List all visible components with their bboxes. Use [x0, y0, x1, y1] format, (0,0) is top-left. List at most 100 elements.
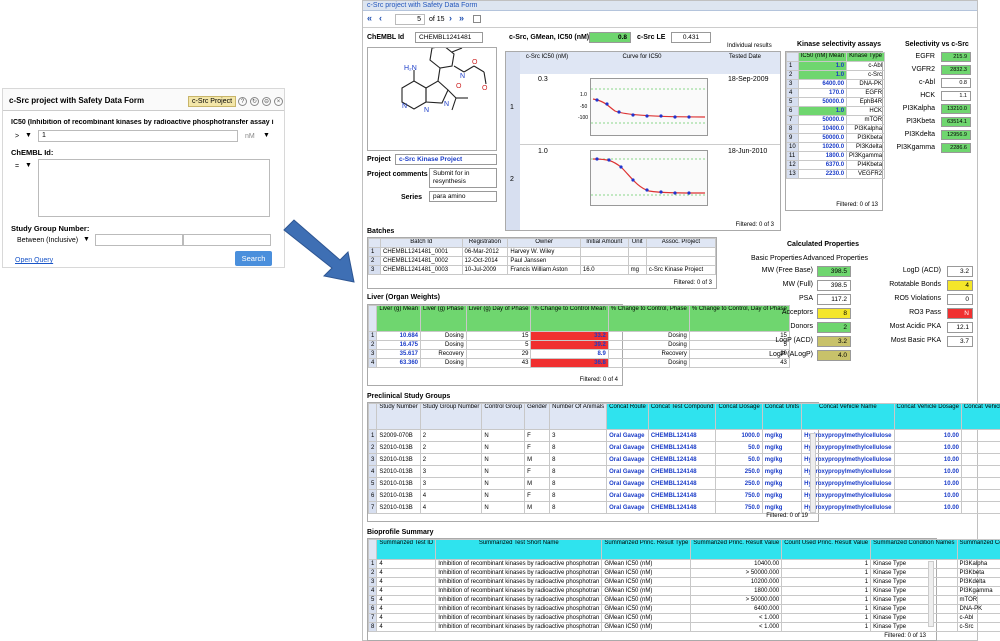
kinase-col-type[interactable]: Kinase Type [846, 52, 886, 62]
preclinical-row[interactable]: 2 S2010-013B 2 N F 8 Oral Gavage CHEMBL124148 50… [367, 441, 1000, 454]
bioprofile-row[interactable]: 5 4 Inhibition of recombinant kinases by r… [367, 595, 1000, 605]
clear-icon[interactable]: ⊖ [262, 97, 271, 106]
preclinical-row[interactable]: 1 S2009-070B 2 N F 3 Oral Gavage CHEMBL124148 10… [367, 429, 1000, 442]
chembl-textarea[interactable] [38, 159, 270, 217]
chembl-operator[interactable]: = [15, 163, 20, 170]
close-icon[interactable]: × [274, 97, 283, 106]
preclinical-col[interactable]: Gender [524, 403, 551, 430]
page-number-input[interactable]: 5 [395, 14, 425, 25]
kinase-col-ic50[interactable]: IC50 (nM) Mean [797, 52, 848, 62]
prev-page-icon[interactable]: ‹ [379, 13, 382, 23]
ic50-value-input[interactable]: 1 [38, 130, 238, 142]
ic50-unit[interactable]: nM [245, 133, 255, 140]
chembl-chevron-icon[interactable]: ▼ [25, 162, 32, 169]
next-page-icon[interactable]: › [449, 13, 452, 23]
bioprofile-col[interactable]: Summarized Test ID [376, 539, 437, 560]
help-icon[interactable]: ? [238, 97, 247, 106]
bioprofile-col[interactable]: Summarized Princ. Result Value [690, 539, 783, 560]
preclinical-scrollbar[interactable] [810, 433, 816, 513]
tab-basic[interactable]: Basic Properties [751, 255, 802, 262]
preclinical-col[interactable]: Concat Dosage [715, 403, 763, 430]
kinase-row[interactable]: 11 1800.0 PI3Kgamma [786, 151, 886, 161]
checkbox[interactable] [473, 15, 481, 23]
preclinical-col[interactable]: Concat Test Compound [647, 403, 717, 430]
kinase-row[interactable]: 8 10400.0 PI3Kalpha [786, 124, 886, 134]
batches-col[interactable]: Unit [627, 238, 647, 248]
bioprofile-row[interactable]: 1 4 Inhibition of recombinant kinases by r… [367, 559, 1000, 569]
kinase-row[interactable]: 3 6400.00 DNA-PK [786, 79, 886, 89]
kinase-row[interactable]: 7 50000.0 mTOR [786, 115, 886, 125]
between-chevron-icon[interactable]: ▼ [83, 236, 90, 243]
preclinical-row[interactable]: 5 S2010-013B 3 N M 8 Oral Gavage CHEMBL124148 25… [367, 477, 1000, 490]
preclinical-col[interactable]: Concat Vehicle Dosage [893, 403, 962, 430]
batches-col[interactable]: Owner [507, 238, 581, 248]
batches-col[interactable]: Registration [461, 238, 509, 248]
kinase-row[interactable]: 12 6370.0 PI4Kbeta [786, 160, 886, 170]
first-page-icon[interactable]: « [367, 13, 373, 23]
col-curve[interactable]: Curve for IC50 [574, 52, 710, 74]
preclinical-col[interactable]: Concat Vehicle Name [801, 403, 895, 430]
col-date[interactable]: Tested Date [710, 52, 780, 74]
kinase-row[interactable]: 4 170.0 EGFR [786, 88, 886, 98]
bioprofile-col[interactable]: Count Used Princ. Result Value [781, 539, 872, 560]
last-page-icon[interactable]: » [459, 13, 465, 23]
liver-col[interactable]: Liver (g) Mean [376, 305, 422, 332]
bioprofile-row[interactable]: 2 4 Inhibition of recombinant kinases by r… [367, 568, 1000, 578]
preclinical-col[interactable]: Concat Vehicle Units [960, 403, 1000, 430]
tab-advanced[interactable]: Advanced Properties [803, 255, 868, 262]
bioprofile-col[interactable]: Summarized Princ. Result Type [601, 539, 692, 560]
bioprofile-col[interactable]: Summarized Condition Names [870, 539, 958, 560]
preclinical-col[interactable]: Control Group [481, 403, 526, 430]
liver-col[interactable]: % Change to Control, Phase [607, 305, 690, 332]
chevron-down-icon[interactable]: ▼ [25, 132, 32, 139]
bioprofile-row[interactable]: 3 4 Inhibition of recombinant kinases by r… [367, 577, 1000, 587]
study-max-input[interactable] [183, 234, 271, 246]
batches-col[interactable]: Assoc. Project [645, 238, 717, 248]
batch-row[interactable]: 1 CHEMBL1241481_0001 06-Mar-2012 Harvey W. … [368, 247, 717, 257]
bioprofile-scrollbar[interactable] [928, 561, 934, 627]
bioprofile-col[interactable]: Summarized Test Short Name [435, 539, 603, 560]
preclinical-col[interactable]: Number Of Animals [549, 403, 608, 430]
batch-row[interactable]: 3 CHEMBL1241481_0003 10-Jul-2009 Francis Wi… [368, 265, 717, 275]
preclinical-row[interactable]: 3 S2010-013B 2 N M 8 Oral Gavage CHEMBL124148 50… [367, 453, 1000, 466]
kinase-row[interactable]: 1 1.0 c-Abl [786, 61, 886, 71]
preclinical-col[interactable]: Study Number [376, 403, 421, 430]
batches-col[interactable]: Initial Amount [579, 238, 629, 248]
preclinical-col[interactable]: Concat Units [761, 403, 803, 430]
bioprofile-row[interactable]: 6 4 Inhibition of recombinant kinases by r… [367, 604, 1000, 614]
liver-row[interactable]: 4 63.360 Dosing 43 36.8 Dosing 43 [367, 358, 790, 368]
kinase-row[interactable]: 9 50000.0 PI3Kbeta [786, 133, 886, 143]
bioprofile-row[interactable]: 7 4 Inhibition of recombinant kinases by r… [367, 613, 1000, 623]
unit-chevron-icon[interactable]: ▼ [263, 132, 270, 139]
bioprofile-col[interactable]: Summarized Condition Values [956, 539, 1000, 560]
preclinical-row[interactable]: 7 S2010-013B 4 N M 8 Oral Gavage CHEMBL124148 75… [367, 501, 1000, 514]
search-button[interactable]: Search [235, 251, 272, 266]
open-query-link[interactable]: Open Query [15, 257, 54, 264]
kinase-row[interactable]: 10 10200.0 PI3Kdelta [786, 142, 886, 152]
liver-col[interactable]: Liver (g) Phase [420, 305, 467, 332]
preclinical-col[interactable]: Concat Route [606, 403, 649, 430]
liver-col[interactable]: % Change to Control Mean [530, 305, 609, 332]
kinase-row[interactable]: 13 2230.0 VEGFR2 [786, 169, 886, 179]
ic50-operator[interactable]: > [15, 133, 20, 140]
liver-row[interactable]: 2 16.475 Dosing 5 39.2 Dosing 5 [367, 340, 790, 350]
project-tag[interactable]: c-Src Project [188, 96, 237, 107]
refresh-icon[interactable]: ↻ [250, 97, 259, 106]
liver-col[interactable]: % Change to Control, Day of Phase [688, 305, 790, 332]
between-label[interactable]: Between (Inclusive) [17, 237, 79, 244]
preclinical-row[interactable]: 4 S2010-013B 3 N F 8 Oral Gavage CHEMBL124148 25… [367, 465, 1000, 478]
kinase-row[interactable]: 2 1.0 c-Src [786, 70, 886, 80]
liver-row[interactable]: 1 10.684 Dosing 15 33.2 Dosing 15 [367, 331, 790, 341]
kinase-row[interactable]: 5 50000.0 EphB4R [786, 97, 886, 107]
col-ic50[interactable]: c-Src IC50 (nM) [520, 52, 574, 74]
bioprofile-row[interactable]: 4 4 Inhibition of recombinant kinases by r… [367, 586, 1000, 596]
study-min-input[interactable] [95, 234, 183, 246]
preclinical-col[interactable]: Study Group Number [419, 403, 483, 430]
liver-row[interactable]: 3 35.617 Recovery 29 8.9 Recovery 29 [367, 349, 790, 359]
bioprofile-row[interactable]: 8 4 Inhibition of recombinant kinases by r… [367, 622, 1000, 632]
batches-col[interactable]: Batch Id [380, 238, 463, 248]
preclinical-row[interactable]: 6 S2010-013B 4 N F 8 Oral Gavage CHEMBL124148 75… [367, 489, 1000, 502]
batch-row[interactable]: 2 CHEMBL1241481_0002 12-Oct-2014 Paul Janss… [368, 256, 717, 266]
kinase-row[interactable]: 6 1.0 HCK [786, 106, 886, 116]
liver-col[interactable]: Liver (g) Day of Phase [465, 305, 532, 332]
